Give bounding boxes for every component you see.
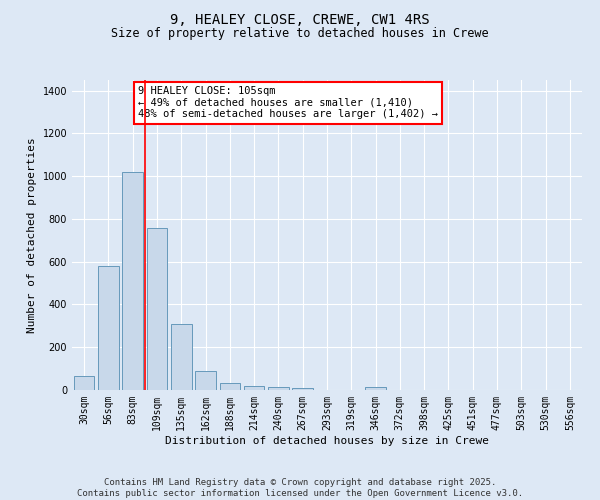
Bar [244, 386, 265, 390]
Bar [146, 228, 167, 390]
Bar [74, 376, 94, 390]
Bar [365, 387, 386, 390]
Text: Size of property relative to detached houses in Crewe: Size of property relative to detached ho… [111, 28, 489, 40]
Text: Contains HM Land Registry data © Crown copyright and database right 2025.
Contai: Contains HM Land Registry data © Crown c… [77, 478, 523, 498]
Bar [195, 371, 216, 390]
Bar [268, 387, 289, 390]
Bar [171, 324, 191, 390]
X-axis label: Distribution of detached houses by size in Crewe: Distribution of detached houses by size … [165, 436, 489, 446]
Text: 9, HEALEY CLOSE, CREWE, CW1 4RS: 9, HEALEY CLOSE, CREWE, CW1 4RS [170, 12, 430, 26]
Bar [292, 388, 313, 390]
Bar [98, 266, 119, 390]
Y-axis label: Number of detached properties: Number of detached properties [27, 137, 37, 333]
Text: 9 HEALEY CLOSE: 105sqm
← 49% of detached houses are smaller (1,410)
48% of semi-: 9 HEALEY CLOSE: 105sqm ← 49% of detached… [139, 86, 438, 120]
Bar [122, 172, 143, 390]
Bar [220, 382, 240, 390]
